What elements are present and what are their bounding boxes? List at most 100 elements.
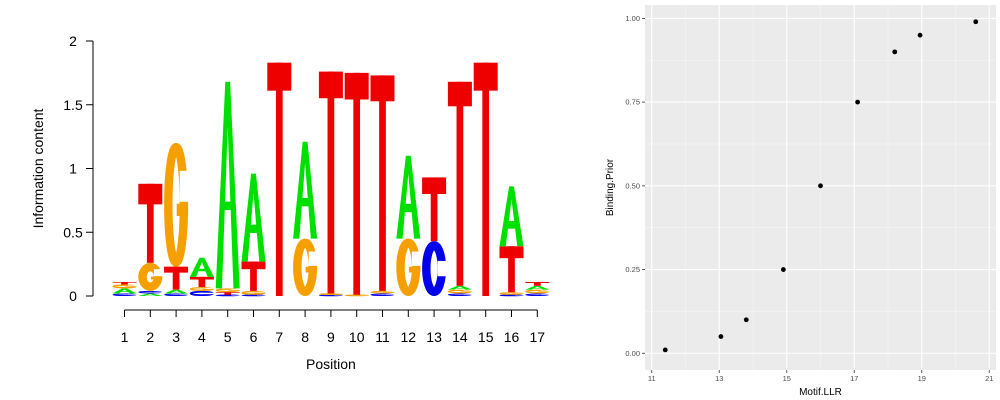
logo-letter-C — [422, 241, 447, 296]
logo-letter-G — [215, 288, 241, 293]
logo-letter-G — [164, 142, 189, 267]
logo-x-tick-label: 12 — [401, 329, 417, 345]
logo-letter-T — [422, 177, 447, 242]
logo-letter-T — [164, 266, 189, 290]
logo-letter-C — [112, 293, 138, 297]
logo-letter-G — [112, 284, 138, 289]
scatter-y-tick-label: 1.00 — [625, 14, 640, 23]
scatter-point — [855, 99, 861, 105]
logo-letter-T — [138, 183, 163, 263]
logo-letter-T — [370, 75, 395, 291]
logo-letter-G — [241, 290, 267, 295]
logo-letter-T — [267, 62, 292, 296]
logo-x-tick-label: 2 — [146, 329, 154, 345]
logo-y-axis-title: Information content — [30, 108, 46, 228]
logo-letter-G — [318, 293, 344, 295]
logo-letter-G — [447, 289, 473, 294]
logo-letter-G — [293, 238, 318, 296]
scatter-x-tick-label: 13 — [715, 374, 723, 383]
logo-letter-A — [241, 173, 266, 262]
logo-letter-G — [396, 238, 421, 296]
scatter-y-tick-label: 0.00 — [625, 349, 640, 358]
logo-letter-C — [138, 290, 163, 294]
scatter-y-tick-label: 0.50 — [625, 181, 640, 190]
logo-letter-C — [164, 293, 189, 297]
scatter-x-tick-label: 15 — [783, 374, 791, 383]
logo-x-tick-label: 1 — [121, 329, 129, 345]
logo-y-tick-label: 1.5 — [63, 97, 83, 113]
scatter-point — [892, 49, 898, 55]
logo-letter-G — [189, 287, 215, 291]
logo-x-tick-label: 15 — [478, 329, 494, 345]
scatter-x-tick-label: 17 — [850, 374, 858, 383]
logo-x-tick-label: 11 — [375, 329, 390, 345]
logo-y-tick-label: 1 — [69, 161, 77, 177]
logo-letter-C — [370, 293, 396, 297]
logo-letter-G — [499, 292, 525, 295]
logo-x-tick-label: 10 — [349, 329, 365, 345]
logo-letter-C — [499, 294, 525, 297]
scatter-point — [973, 19, 979, 25]
scatter-point — [743, 317, 749, 323]
logo-x-tick-label: 14 — [452, 329, 468, 345]
logo-y-tick-label: 0.5 — [63, 224, 83, 240]
logo-x-tick-label: 5 — [224, 329, 232, 345]
logo-x-tick-label: 7 — [275, 329, 283, 345]
logo-letter-T — [499, 246, 524, 293]
scatter-point — [818, 183, 823, 189]
scatter-point — [662, 347, 668, 353]
logo-letter-T — [112, 281, 137, 285]
logo-letter-A — [112, 288, 137, 294]
logo-letter-A — [138, 293, 163, 296]
logo-letter-C — [189, 290, 215, 297]
scatter-x-tick-label: 19 — [918, 374, 926, 383]
logo-letter-G — [370, 290, 396, 294]
scatter-point — [718, 334, 724, 339]
logo-letter-A — [189, 257, 214, 277]
scatter-y-tick-label: 0.25 — [625, 265, 640, 274]
logo-letter-T — [344, 72, 369, 295]
scatter-x-tick-label: 11 — [648, 374, 656, 383]
logo-letter-T — [473, 62, 498, 296]
logo-x-tick-label: 17 — [530, 329, 546, 345]
scatter-plot-panel: 11 13 15 17 19 21 0.00 0.25 0.50 0.75 1.00 Motif.LL… — [605, 5, 996, 398]
logo-letter-A — [293, 141, 318, 239]
logo-x-tick-label: 6 — [250, 329, 258, 345]
scatter-point — [917, 32, 923, 38]
logo-letter-A — [525, 285, 550, 290]
logo-y-tick-label: 2 — [69, 33, 77, 49]
scatter-point — [780, 267, 786, 272]
logo-x-tick-label: 8 — [301, 329, 309, 345]
logo-letter-C — [318, 294, 344, 297]
logo-letter-C — [525, 293, 550, 297]
logo-letter-C — [241, 294, 267, 297]
scatter-y-tick-label: 0.75 — [625, 98, 640, 107]
logo-letter-G — [525, 289, 550, 294]
logo-letter-T — [241, 261, 266, 291]
logo-x-tick-label: 9 — [327, 329, 335, 345]
logo-letter-A — [396, 155, 421, 239]
logo-y-tick-label: 0 — [69, 288, 77, 304]
logo-x-tick-label: 4 — [198, 329, 206, 345]
logo-letter-A — [215, 81, 240, 289]
logo-letter-G — [344, 294, 370, 297]
logo-letter-C — [447, 293, 473, 297]
logo-letter-T — [525, 281, 550, 286]
scatter-x-axis-title: Motif.LLR — [799, 387, 842, 398]
logo-x-tick-label: 3 — [172, 329, 180, 345]
logo-letter-A — [164, 289, 189, 294]
logo-x-tick-label: 16 — [504, 329, 520, 345]
logo-letter-A — [499, 186, 524, 247]
logo-letter-G — [138, 262, 163, 291]
logo-letter-T — [215, 292, 240, 295]
logo-letter-T — [189, 276, 214, 288]
logo-letter-T — [318, 71, 343, 294]
scatter-y-axis-title: Binding.Prior — [605, 158, 616, 216]
logo-x-tick-label: 13 — [426, 329, 442, 345]
logo-letter-T — [447, 81, 472, 286]
logo-letter-A — [447, 285, 472, 290]
scatter-x-tick-label: 21 — [985, 374, 993, 383]
logo-letter-C — [215, 294, 241, 297]
